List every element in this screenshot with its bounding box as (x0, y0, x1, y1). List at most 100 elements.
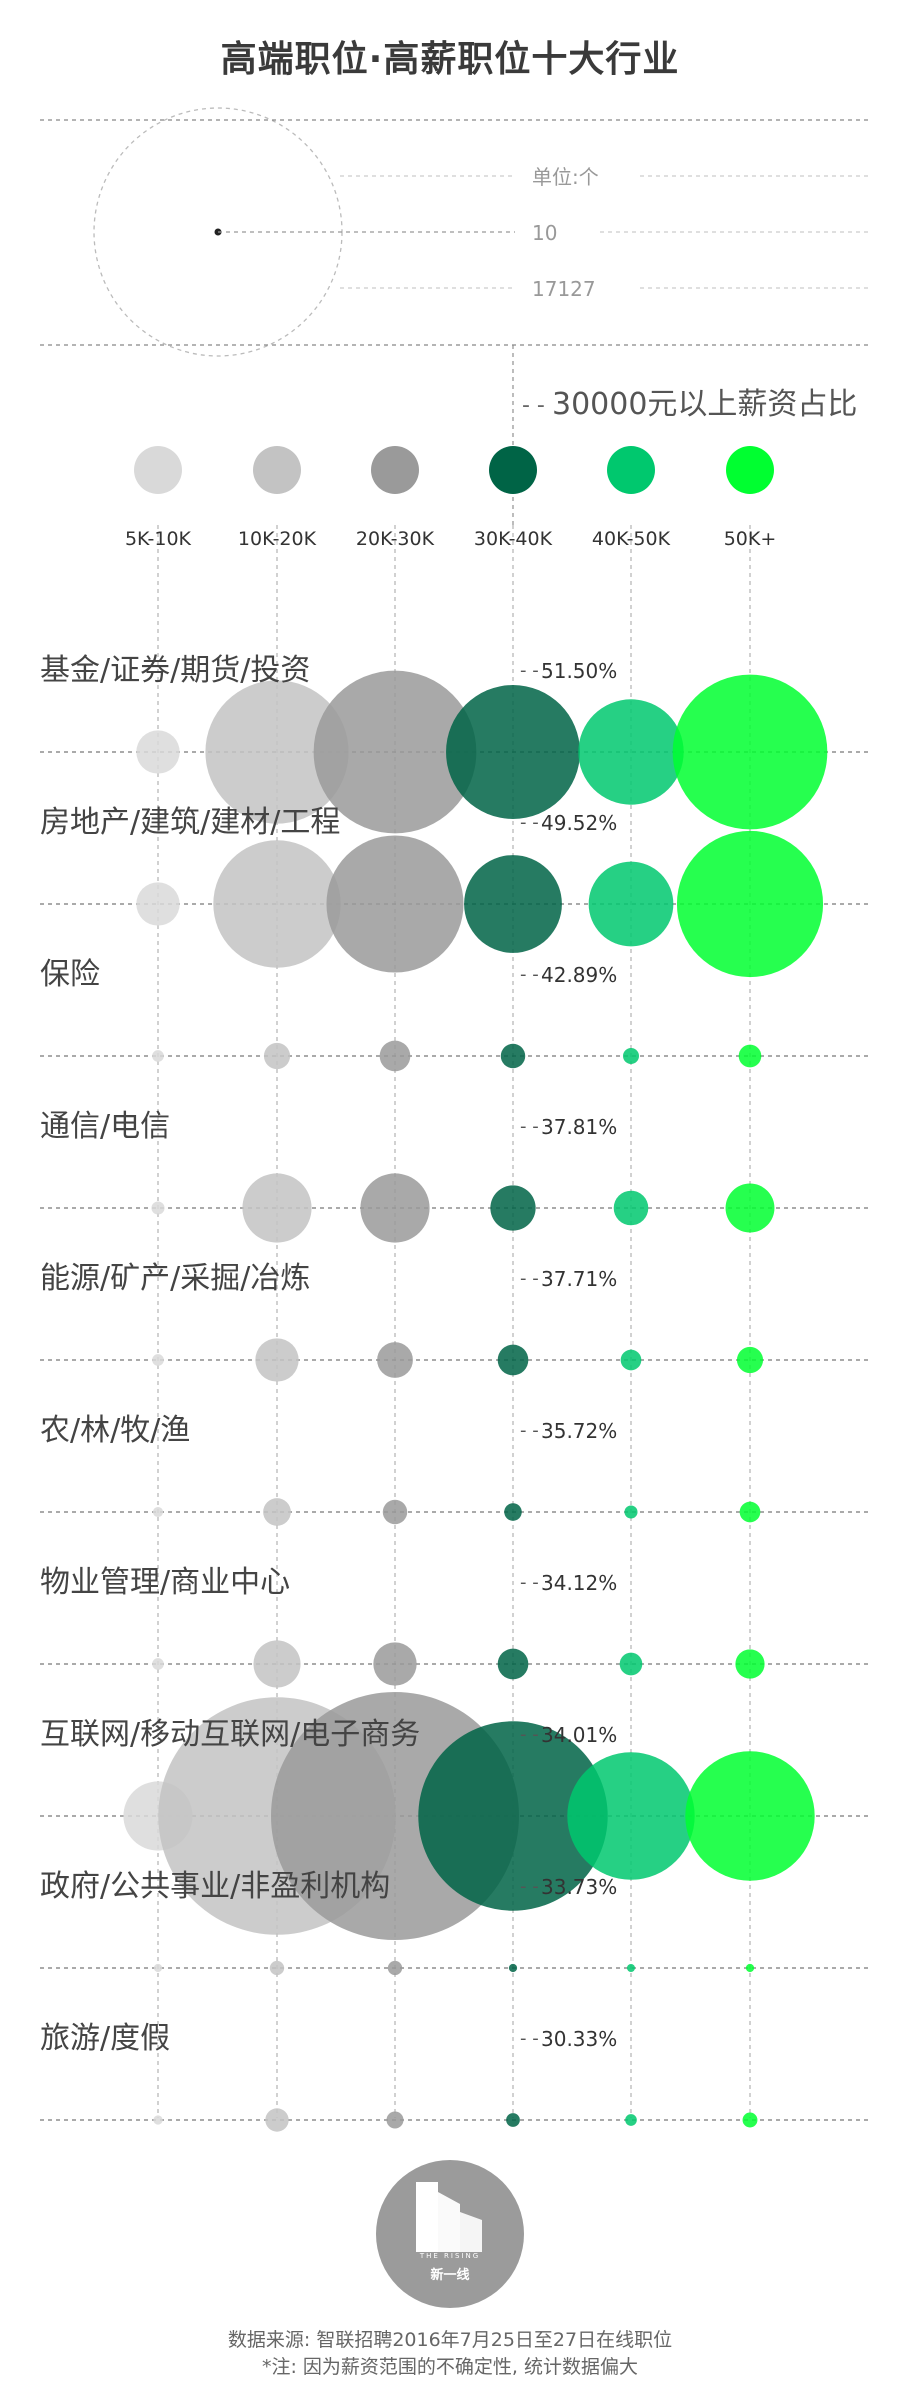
size-key-large-value: 17127 (532, 277, 596, 301)
industry-label: 通信/电信 (40, 1109, 170, 1144)
industry-bubble (377, 1342, 413, 1378)
industry-bubble (736, 1346, 764, 1374)
industry-bubble (672, 674, 828, 830)
legend-swatch (253, 446, 301, 494)
industry-bubble (619, 1652, 643, 1676)
legend-swatch (607, 446, 655, 494)
industry-bubble (152, 1506, 164, 1518)
share-value: 33.73% (541, 1875, 617, 1899)
share-heading-dash: - - (522, 393, 545, 418)
share-heading: 30000元以上薪资占比 (552, 387, 857, 422)
industry-bubble (627, 1964, 635, 1972)
industry-bubble (567, 1752, 695, 1880)
industry-bubble (506, 2113, 520, 2127)
logo: 新一线 THE RISING (376, 2160, 524, 2308)
footnote: *注: 因为薪资范围的不确定性, 统计数据偏大 (261, 2356, 639, 2378)
industry-bubble (739, 1501, 761, 1523)
industry-bubble (508, 1963, 518, 1973)
industry-bubble (446, 685, 580, 819)
industry-label: 基金/证券/期货/投资 (40, 653, 310, 688)
industry-bubble (504, 1503, 522, 1521)
share-value: 34.01% (541, 1723, 617, 1747)
legend-label: 30K-40K (474, 528, 553, 550)
share-dash: - - (520, 812, 539, 833)
industry-bubble (387, 1960, 403, 1976)
industry-bubble (213, 840, 341, 968)
industry-bubble (745, 1963, 755, 1973)
legend-label: 10K-20K (238, 528, 317, 550)
industry-bubble (263, 1042, 291, 1070)
industry-bubble (613, 1190, 649, 1226)
industry-bubble (263, 1498, 291, 1526)
industry-bubble (464, 855, 562, 953)
industry-label: 物业管理/商业中心 (40, 1565, 290, 1600)
industry-bubble (620, 1349, 642, 1371)
industry-bubble (326, 835, 464, 973)
industry-bubble (742, 2112, 758, 2128)
size-key-small-value: 10 (532, 221, 557, 245)
share-value: 34.12% (541, 1571, 617, 1595)
industry-bubble (738, 1044, 762, 1068)
share-dash: - - (520, 964, 539, 985)
industry-bubble (255, 1338, 299, 1382)
logo-tagline: THE RISING (419, 2252, 481, 2260)
legend-swatch (371, 446, 419, 494)
industry-bubble (725, 1183, 775, 1233)
industry-bubble (379, 1040, 411, 1072)
data-source: 数据来源: 智联招聘2016年7月25日至27日在线职位 (227, 2329, 673, 2351)
industry-bubble (265, 2108, 289, 2132)
legend-label: 5K-10K (125, 528, 192, 550)
share-dash: - - (520, 1420, 539, 1441)
share-value: 51.50% (541, 659, 617, 683)
share-value: 49.52% (541, 811, 617, 835)
industry-bubble (152, 1658, 164, 1670)
legend-label: 40K-50K (592, 528, 671, 550)
share-dash: - - (520, 1724, 539, 1745)
share-dash: - - (520, 1116, 539, 1137)
legend-swatch (134, 446, 182, 494)
industry-bubble (151, 1201, 165, 1215)
share-dash: - - (520, 2028, 539, 2049)
industry-bubble (588, 861, 674, 947)
industry-bubble (136, 730, 180, 774)
share-dash: - - (520, 660, 539, 681)
logo-mark-icon (416, 2182, 482, 2252)
industry-bubble (313, 670, 477, 834)
industry-bubble (136, 882, 180, 926)
share-dash: - - (520, 1268, 539, 1289)
industry-label: 农/林/牧/渔 (40, 1413, 190, 1448)
industry-bubble (418, 1721, 608, 1911)
legend-label: 20K-30K (356, 528, 435, 550)
share-value: 42.89% (541, 963, 617, 987)
industry-bubble (153, 1963, 163, 1973)
industry-label: 房地产/建筑/建材/工程 (40, 805, 340, 840)
industry-label: 保险 (40, 957, 100, 992)
industry-bubble (253, 1640, 301, 1688)
industry-bubble (360, 1173, 430, 1243)
industry-bubble (153, 2115, 163, 2125)
industry-label: 互联网/移动互联网/电子商务 (40, 1717, 420, 1752)
industry-bubble (622, 1047, 640, 1065)
industry-bubble (269, 1960, 285, 1976)
chart-title: 高端职位·高薪职位十大行业 (220, 39, 680, 80)
legend-label: 50K+ (724, 528, 777, 550)
industry-bubble (373, 1642, 417, 1686)
industry-bubble (735, 1649, 765, 1679)
industry-label: 政府/公共事业/非盈利机构 (40, 1869, 390, 1904)
industry-bubble (242, 1173, 312, 1243)
industry-bubble (578, 699, 684, 805)
share-value: 37.71% (541, 1267, 617, 1291)
industry-bubble (685, 1751, 815, 1881)
industry-bubble (624, 1505, 638, 1519)
share-value: 35.72% (541, 1419, 617, 1443)
industry-bubble (490, 1185, 536, 1231)
industry-bubble (382, 1499, 408, 1525)
industry-bubble (152, 1354, 164, 1366)
industry-label: 旅游/度假 (40, 2021, 170, 2056)
legend-swatch (726, 446, 774, 494)
logo-text: 新一线 (430, 2268, 470, 2283)
share-value: 37.81% (541, 1115, 617, 1139)
legend-swatch (489, 446, 537, 494)
share-dash: - - (520, 1876, 539, 1897)
